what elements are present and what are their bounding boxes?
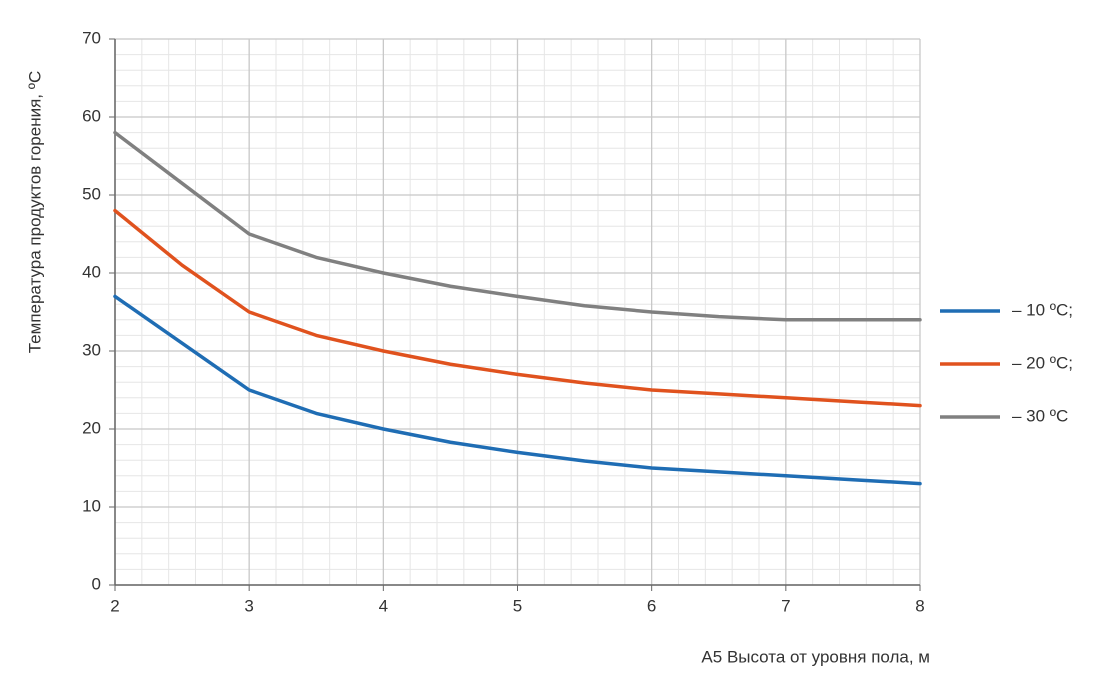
legend-label: – 10 ºС; — [1012, 300, 1073, 319]
y-tick-label: 30 — [82, 340, 101, 359]
series-line — [113, 208, 922, 408]
y-tick-label: 20 — [82, 418, 101, 437]
x-tick-label: 7 — [781, 596, 790, 615]
x-tick-label: 4 — [379, 596, 388, 615]
x-tick-label: 8 — [915, 596, 924, 615]
y-tick-label: 60 — [82, 106, 101, 125]
x-axis-label: А5 Высота от уровня пола, м — [701, 647, 930, 666]
series-line — [113, 130, 922, 322]
x-tick-label: 3 — [244, 596, 253, 615]
y-tick-label: 0 — [92, 574, 101, 593]
y-tick-label: 50 — [82, 184, 101, 203]
y-axis-label: Температура продуктов горения, ºС — [25, 71, 44, 354]
y-tick-label: 70 — [82, 28, 101, 47]
y-tick-label: 40 — [82, 262, 101, 281]
legend-label: – 20 ºС; — [1012, 353, 1073, 372]
series-line — [113, 294, 922, 486]
legend-label: – 30 ºС — [1012, 406, 1068, 425]
x-tick-label: 5 — [513, 596, 522, 615]
x-tick-label: 6 — [647, 596, 656, 615]
y-tick-label: 10 — [82, 496, 101, 515]
x-tick-label: 2 — [110, 596, 119, 615]
